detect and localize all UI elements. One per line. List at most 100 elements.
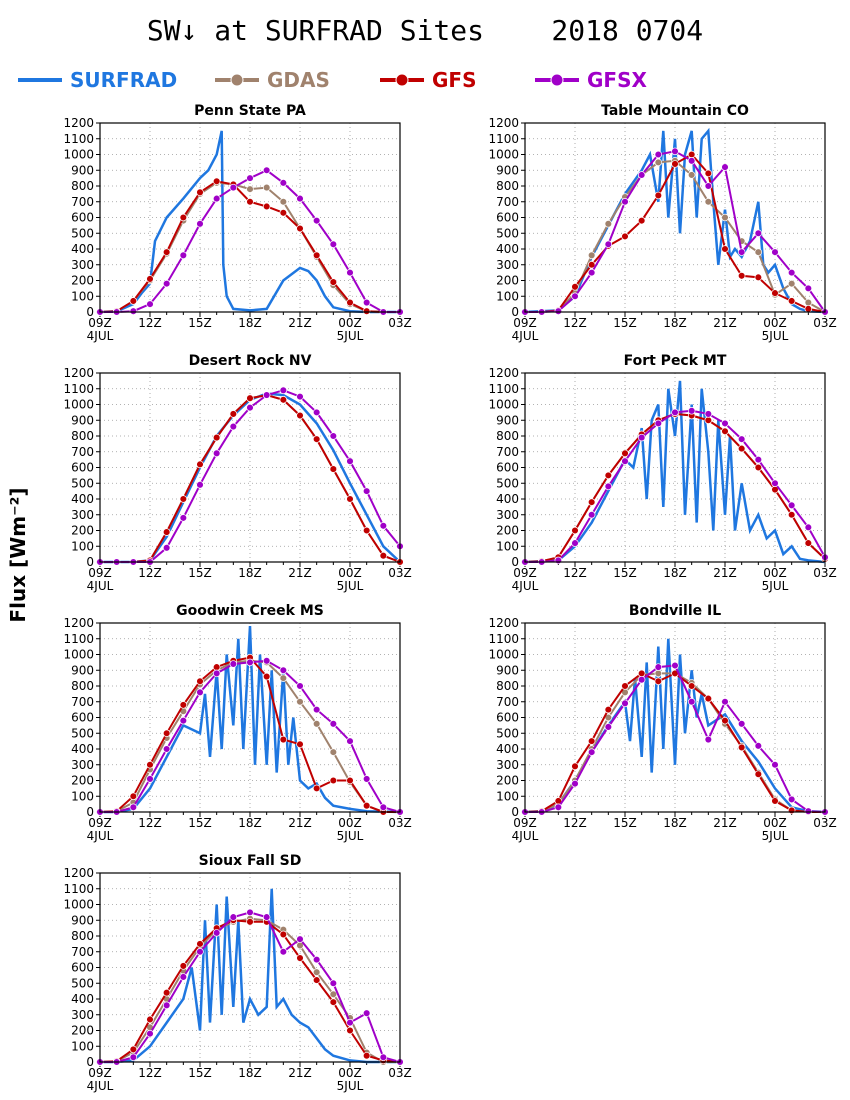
y-tick-label: 100 [496, 539, 519, 553]
data-point [771, 797, 779, 805]
data-point [179, 962, 188, 970]
plot-frame [524, 372, 826, 563]
y-tick-label: 0 [86, 305, 94, 319]
gridlines [525, 373, 825, 562]
x-tick-label: 12Z [138, 566, 162, 580]
data-point [804, 523, 813, 532]
data-point [262, 657, 271, 665]
data-point [329, 240, 338, 249]
x-tick-label: 18Z [238, 816, 262, 830]
data-point [212, 177, 221, 186]
data-point [279, 947, 288, 956]
legend-item-gfsx: GFSX [535, 68, 647, 92]
data-point [587, 511, 596, 519]
data-point [621, 699, 629, 708]
y-tick-label: 100 [71, 289, 94, 303]
data-point [212, 929, 221, 937]
y-tick-label: 400 [71, 242, 94, 256]
data-point [246, 403, 254, 412]
legend-swatch-marker [230, 73, 244, 87]
data-point [379, 551, 388, 560]
gridlines [100, 123, 400, 312]
y-tick-label: 400 [71, 492, 94, 506]
y-tick-label: 300 [496, 758, 519, 772]
data-point [262, 391, 271, 399]
data-point [296, 935, 304, 943]
data-point [162, 745, 171, 753]
data-point [279, 209, 288, 217]
data-point [671, 661, 679, 670]
y-tick-label: 1000 [63, 898, 94, 912]
data-point [129, 297, 138, 305]
data-point [346, 298, 354, 307]
data-point [362, 1009, 371, 1017]
data-point [262, 913, 271, 921]
panel-title: Bondville IL [629, 603, 721, 619]
data-point [362, 307, 371, 315]
data-point [279, 386, 288, 395]
data-point [362, 526, 371, 535]
data-point [604, 723, 613, 731]
data-point [637, 216, 646, 225]
data-point [262, 183, 271, 192]
panel-penn-state-pa: Penn State PA010020030040050060070080090… [63, 103, 411, 343]
y-tick-label: 200 [71, 274, 94, 288]
data-point [621, 198, 629, 206]
data-point [687, 171, 696, 179]
data-point [771, 479, 779, 488]
data-point [279, 930, 288, 939]
y-tick-label: 700 [71, 695, 94, 709]
y-tick-label: 600 [71, 711, 94, 725]
y-tick-label: 1200 [63, 866, 94, 880]
data-point [721, 697, 729, 706]
data-point [362, 1051, 371, 1060]
data-point [312, 705, 321, 714]
y-tick-label: 0 [511, 305, 519, 319]
data-point [379, 522, 388, 530]
x-tick-label: 00Z [763, 816, 787, 830]
data-point [212, 194, 221, 203]
data-point [771, 760, 779, 769]
data-point [346, 268, 354, 277]
data-point [362, 487, 371, 495]
data-point [196, 947, 204, 956]
x-tick-label: 15Z [188, 1066, 212, 1080]
y-tick-label: 700 [71, 195, 94, 209]
y-tick-label: 500 [496, 476, 519, 490]
data-point [129, 1045, 138, 1054]
x-tick-label: 12Z [138, 1066, 162, 1080]
x-date-label: 4JUL [87, 579, 114, 593]
x-tick-label: 21Z [288, 316, 312, 330]
x-tick-label: 03Z [388, 566, 412, 580]
data-point [737, 248, 746, 256]
data-point [654, 669, 663, 678]
y-tick-label: 800 [71, 679, 94, 693]
y-axis-label: Flux [Wm⁻²] [6, 487, 30, 623]
data-point [162, 1001, 171, 1010]
y-tick-label: 100 [71, 789, 94, 803]
data-point [571, 539, 579, 547]
data-point [721, 213, 729, 222]
plot-frame [99, 372, 401, 563]
data-point [804, 305, 813, 313]
data-point [787, 297, 796, 305]
data-point [804, 539, 813, 547]
x-tick-label: 12Z [138, 816, 162, 830]
panel-bondville-il: Bondville IL0100200300400500600700800900… [488, 603, 836, 843]
x-tick-label: 21Z [288, 1066, 312, 1080]
data-point [671, 147, 679, 156]
data-point [737, 720, 746, 728]
data-point [554, 556, 563, 565]
y-tick-label: 0 [86, 1055, 94, 1069]
data-point [621, 449, 629, 458]
data-point [246, 198, 254, 206]
data-point [654, 150, 663, 159]
data-point [296, 697, 304, 706]
x-tick-label: 15Z [188, 816, 212, 830]
x-date-label: 5JUL [337, 1079, 364, 1093]
data-point [196, 460, 204, 469]
x-tick-label: 09Z [513, 816, 537, 830]
data-point [229, 660, 238, 668]
data-point [587, 748, 596, 756]
